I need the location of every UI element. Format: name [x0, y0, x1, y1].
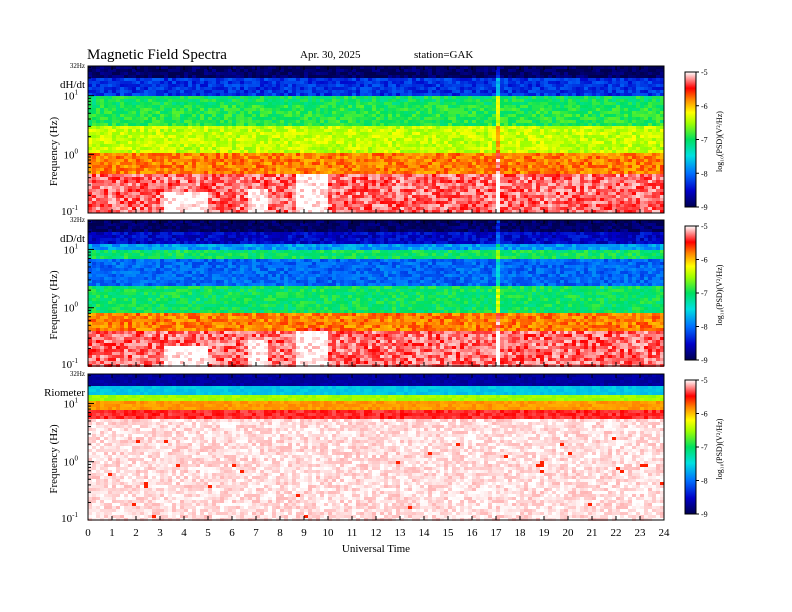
spectrogram-panel-3: 32Hz 10 1 100 10-1 Riometer Frequency (Hz) -5 -6… — [44, 370, 724, 555]
panel-label: dH/dt — [60, 79, 85, 91]
y-tick-label: 10-1 — [61, 511, 78, 525]
figure-station: station=GAK — [414, 49, 473, 61]
y-tick-label: 32Hz — [70, 216, 85, 224]
x-tick-label: 0 — [85, 527, 91, 539]
y-tick-label: 100 — [64, 147, 79, 161]
x-tick-label: 22 — [611, 527, 622, 539]
figure-title: Magnetic Field Spectra — [87, 47, 227, 63]
colorbar: -5 -6 -7 -8 -9 log₁₀(PSD)(V²/Hz) — [684, 376, 724, 519]
x-tick-label: 12 — [371, 527, 382, 539]
y-tick-label: 32Hz — [70, 62, 85, 70]
x-tick-label: 7 — [253, 527, 259, 539]
colorbar-tick-label: -8 — [701, 477, 708, 486]
colorbar-tick-label: -8 — [701, 169, 708, 178]
y-tick-label: 32Hz — [70, 370, 85, 378]
x-tick-label: 8 — [277, 527, 283, 539]
x-tick-label: 21 — [587, 527, 598, 539]
x-tick-label: 6 — [229, 527, 235, 539]
y-tick-label: 100 — [64, 301, 79, 315]
colorbar-scale — [684, 379, 697, 515]
x-tick-label: 15 — [443, 527, 455, 539]
heatmap-cells — [88, 66, 664, 213]
panel-label: dD/dt — [60, 233, 85, 245]
x-tick-label: 2 — [133, 527, 139, 539]
panel-label: Riometer — [44, 387, 85, 399]
colorbar-label: log₁₀(PSD)(V²/Hz) — [715, 418, 724, 479]
colorbar-tick-label: -8 — [701, 323, 708, 332]
colorbar-tick-label: -5 — [701, 376, 708, 385]
x-tick-label: 1 — [109, 527, 115, 539]
x-tick-label: 23 — [635, 527, 647, 539]
x-tick-label: 19 — [539, 527, 551, 539]
x-axis-label: Universal Time — [342, 543, 410, 555]
y-tick-label: 10-1 — [61, 357, 78, 371]
x-tick-label: 13 — [395, 527, 407, 539]
colorbar-tick-label: -6 — [701, 102, 708, 111]
x-tick-label: 9 — [301, 527, 307, 539]
colorbar-label: log₁₀(PSD)(V²/Hz) — [715, 111, 724, 172]
x-tick-label: 4 — [181, 527, 187, 539]
x-tick-label: 5 — [205, 527, 211, 539]
y-axis-label: Frequency (Hz) — [48, 270, 60, 340]
x-tick-label: 3 — [157, 527, 163, 539]
colorbar-tick-label: -5 — [701, 222, 708, 231]
colorbar: -5 -6 -7 -8 -9 log₁₀(PSD)(V²/Hz) — [684, 222, 724, 365]
x-tick-label: 10 — [323, 527, 335, 539]
colorbar-tick-label: -5 — [701, 68, 708, 77]
colorbar-scale — [684, 225, 697, 361]
x-tick-label: 24 — [659, 527, 671, 539]
colorbar: -5 -6 -7 -8 -9 log₁₀(PSD)(V²/Hz) — [684, 68, 724, 212]
colorbar-tick-label: -7 — [701, 443, 708, 452]
colorbar-tick-label: -6 — [701, 410, 708, 419]
x-tick-label: 11 — [347, 527, 358, 539]
heatmap-cells — [88, 220, 664, 367]
x-tick-label: 17 — [491, 527, 503, 539]
colorbar-tick-label: -9 — [701, 510, 708, 519]
heatmap-cells — [88, 374, 664, 521]
figure-date: Apr. 30, 2025 — [300, 49, 361, 61]
y-axis-label: Frequency (Hz) — [48, 424, 60, 494]
colorbar-tick-label: -6 — [701, 256, 708, 265]
x-tick-label: 20 — [563, 527, 575, 539]
y-tick-label: 100 — [64, 455, 79, 469]
colorbar-tick-label: -9 — [701, 203, 708, 212]
colorbar-tick-label: -9 — [701, 356, 708, 365]
colorbar-label: log₁₀(PSD)(V²/Hz) — [715, 264, 724, 325]
x-tick-label: 18 — [515, 527, 527, 539]
colorbar-tick-label: -7 — [701, 289, 708, 298]
colorbar-scale — [684, 71, 697, 208]
y-axis-label: Frequency (Hz) — [48, 117, 60, 187]
colorbar-tick-label: -7 — [701, 136, 708, 145]
x-tick-label: 16 — [467, 527, 479, 539]
x-tick-label: 14 — [419, 527, 431, 539]
